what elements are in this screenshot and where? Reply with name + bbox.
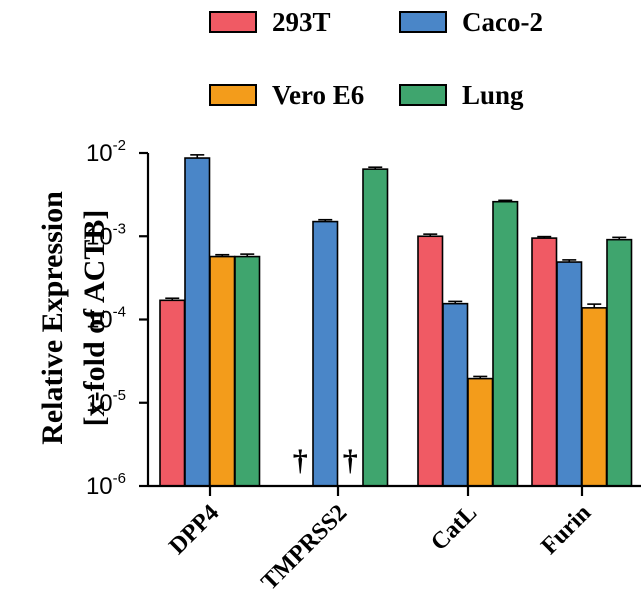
bar-dpp4-293t	[159, 299, 186, 487]
legend-item-293t: 293T	[209, 7, 331, 37]
bar-furin-lung	[606, 238, 633, 487]
axes	[146, 153, 641, 488]
bar-furin-293t	[531, 237, 558, 487]
bar-dpp4-vero-e6	[209, 255, 236, 487]
bar-catl-lung	[492, 200, 519, 487]
y-axis-label-line2: [x-fold of ACTB]	[78, 210, 111, 427]
legend-item-vero-e6: Vero E6	[209, 80, 364, 110]
bar-dpp4-lung	[234, 255, 261, 487]
y-axis-label-line1: Relative Expression	[36, 191, 69, 445]
dagger-annotation: †	[343, 444, 358, 477]
legend-swatch	[209, 11, 257, 33]
x-axis-ticks: DPP4 TMPRSS2 CatL Furin	[164, 486, 596, 596]
legend-label: Lung	[462, 80, 524, 110]
y-axis-label: Relative Expression [x-fold of ACTB]	[36, 191, 111, 445]
bar-tmprss2-lung	[362, 168, 389, 487]
legend-label: Vero E6	[272, 80, 364, 110]
y-tick-label: 10-5	[86, 387, 126, 417]
legend-item-caco-2: Caco-2	[399, 7, 543, 37]
x-tick-label-furin: Furin	[536, 500, 596, 560]
bar-catl-caco-2	[442, 302, 469, 487]
dagger-annotation: †	[293, 444, 308, 477]
bar-furin-vero-e6	[581, 307, 608, 487]
legend-label: Caco-2	[462, 7, 543, 37]
bar-tmprss2-caco-2	[312, 220, 339, 487]
bars	[159, 154, 633, 487]
x-tick-label-catl: CatL	[426, 500, 482, 556]
legend-swatch	[399, 11, 447, 33]
y-tick-label: 10-4	[86, 304, 126, 334]
y-tick-label: 10-3	[86, 220, 126, 250]
bar-furin-caco-2	[556, 261, 583, 487]
y-tick-label: 10-6	[86, 470, 126, 500]
x-tick-label-tmprss2: TMPRSS2	[257, 500, 353, 596]
legend-item-lung: Lung	[399, 80, 524, 110]
legend-swatch	[209, 84, 257, 106]
bar-dpp4-caco-2	[184, 157, 211, 487]
bar-catl-vero-e6	[467, 377, 494, 487]
bar-catl-293t	[417, 235, 444, 487]
legend: 293T Caco-2 Vero E6 Lung	[209, 7, 543, 110]
legend-label: 293T	[272, 7, 331, 37]
y-axis-ticks: 10-6 10-5 10-4 10-3 10-2	[86, 137, 148, 500]
y-tick-label: 10-2	[86, 137, 126, 167]
annotations: † †	[293, 444, 358, 477]
legend-swatch	[399, 84, 447, 106]
x-tick-label-dpp4: DPP4	[164, 500, 224, 560]
